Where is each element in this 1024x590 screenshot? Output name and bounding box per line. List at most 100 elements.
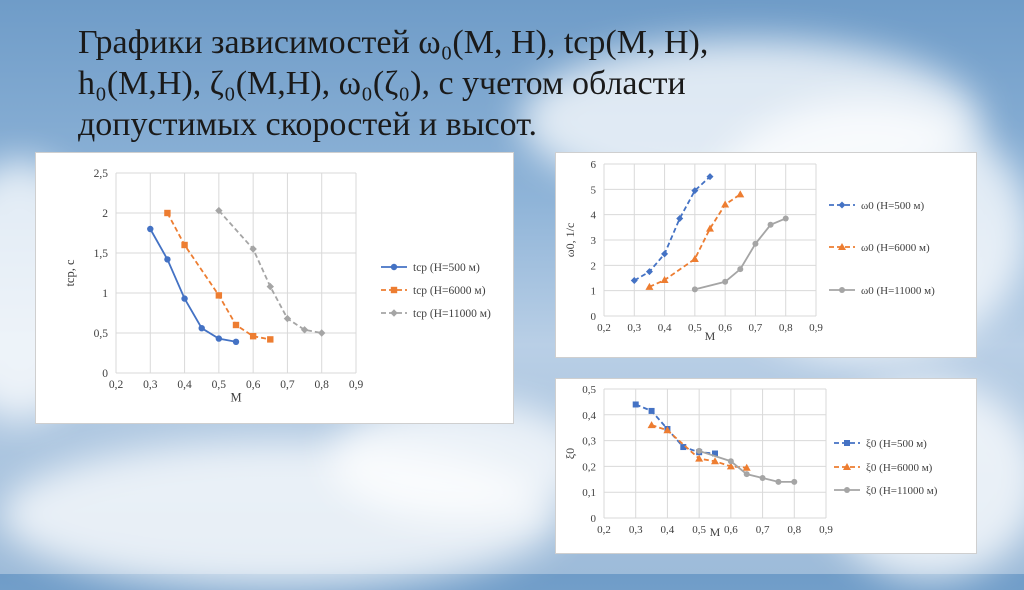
legend-label: ξ0 (H=11000 м) [866, 485, 938, 497]
series-line [633, 176, 711, 282]
data-point [690, 255, 699, 262]
data-point [695, 454, 704, 462]
legend-marker [844, 440, 850, 446]
x-tick-label: 0,5 [692, 524, 706, 536]
x-tick-label: 0,5 [688, 322, 702, 334]
data-point [696, 447, 703, 454]
data-point [164, 256, 171, 263]
data-point [711, 457, 719, 465]
legend-marker [844, 487, 850, 493]
data-point [645, 268, 653, 276]
data-point [647, 421, 656, 429]
data-point [680, 444, 687, 451]
data-point [721, 200, 730, 208]
y-tick-label: 5 [591, 184, 597, 196]
data-point [791, 478, 798, 485]
data-point [767, 221, 774, 228]
data-point [147, 225, 154, 233]
y-tick-label: 1,5 [94, 248, 109, 260]
y-tick-label: 0 [591, 311, 597, 323]
legend-label: ξ0 (H=6000 м) [866, 462, 933, 474]
chart-tcp: 0 0,5 1 1,5 2 2,5 0,2 0,3 0,4 0,5 0,6 0,7 0,8 0,9 Mtср… [63, 168, 491, 405]
data-point [249, 245, 257, 253]
legend-label: ω0 (H=6000 м) [861, 242, 930, 254]
data-point [283, 314, 292, 323]
title-line-3: допустимых скоростей и высот. [78, 106, 537, 143]
x-tick-label: 0,6 [724, 524, 738, 536]
legend-label: tср (H=11000 м) [413, 308, 491, 320]
y-tick-label: 0,1 [582, 487, 596, 499]
y-tick-label: 0,2 [582, 461, 596, 473]
y-tick-label: 0,4 [582, 410, 596, 422]
data-point [706, 224, 714, 232]
x-tick-label: 0,7 [749, 322, 763, 334]
y-tick-label: 1 [591, 286, 597, 298]
legend-marker [839, 287, 845, 293]
y-tick-label: 0,3 [582, 436, 596, 448]
data-point [712, 450, 718, 457]
data-point [181, 241, 188, 249]
data-point [660, 276, 669, 284]
data-point [661, 250, 669, 258]
legend-marker [390, 309, 398, 317]
x-tick-label: 0,7 [756, 524, 770, 536]
data-point [215, 292, 223, 299]
data-point [164, 209, 171, 217]
legend-label: ω0 (H=11000 м) [861, 285, 935, 297]
data-point [727, 458, 734, 465]
data-point [232, 338, 240, 345]
y-tick-label: 2,5 [94, 168, 109, 180]
legend-marker [838, 243, 846, 250]
legend-label: ξ0 (H=500 м) [866, 438, 927, 450]
legend-marker [390, 286, 398, 294]
data-point [300, 326, 309, 334]
y-axis-label: ω0, 1/с [563, 223, 577, 258]
x-tick-label: 0,8 [315, 379, 330, 391]
x-tick-label: 0,2 [597, 322, 611, 334]
series-line [149, 228, 237, 343]
legend-marker [390, 263, 398, 271]
y-tick-label: 0 [591, 513, 597, 525]
data-point [743, 471, 750, 478]
data-point [663, 426, 672, 434]
data-point [215, 335, 223, 342]
data-point [676, 214, 684, 222]
data-point [630, 277, 638, 285]
y-axis-label: ξ0 [563, 448, 577, 459]
x-tick-label: 0,4 [658, 322, 672, 334]
x-tick-label: 0,2 [109, 379, 124, 391]
data-point [198, 325, 205, 332]
data-point [267, 336, 274, 343]
data-point [645, 282, 654, 290]
y-tick-label: 0 [102, 368, 108, 380]
y-tick-label: 2 [591, 260, 597, 272]
y-tick-label: 1 [102, 288, 108, 300]
chart-xi: 0 0,1 0,2 0,3 0,4 0,5 0,2 0,3 0,4 0,5 0,6 0,7 0,8 0,9… [563, 384, 938, 539]
x-tick-label: 0,9 [809, 322, 823, 334]
data-point [215, 206, 223, 215]
title-line-2: h₀(M,H), ζ₀(M,H), ω₀(ζ₀), с учетом облас… [78, 65, 686, 102]
y-tick-label: 0,5 [582, 384, 596, 396]
x-tick-label: 0,2 [597, 524, 611, 536]
legend-label: ω0 (H=500 м) [861, 200, 925, 212]
series-line [635, 403, 716, 455]
y-axis-label: tср, с [63, 259, 77, 287]
data-point [737, 266, 744, 273]
y-tick-label: 0,5 [94, 328, 109, 340]
y-tick-label: 3 [591, 235, 597, 247]
data-point [759, 475, 766, 482]
data-point [632, 401, 639, 408]
title-line-1: Графики зависимостей ω₀(M, H), tср(M, H)… [78, 24, 709, 61]
data-point [706, 173, 714, 181]
y-tick-label: 4 [591, 210, 597, 222]
x-tick-label: 0,3 [143, 379, 158, 391]
data-point [775, 478, 782, 485]
data-point [722, 278, 729, 285]
data-point [232, 321, 240, 329]
x-tick-label: 0,9 [349, 379, 364, 391]
data-point [752, 240, 759, 247]
x-tick-label: 0,6 [246, 379, 261, 391]
data-point [691, 286, 698, 293]
